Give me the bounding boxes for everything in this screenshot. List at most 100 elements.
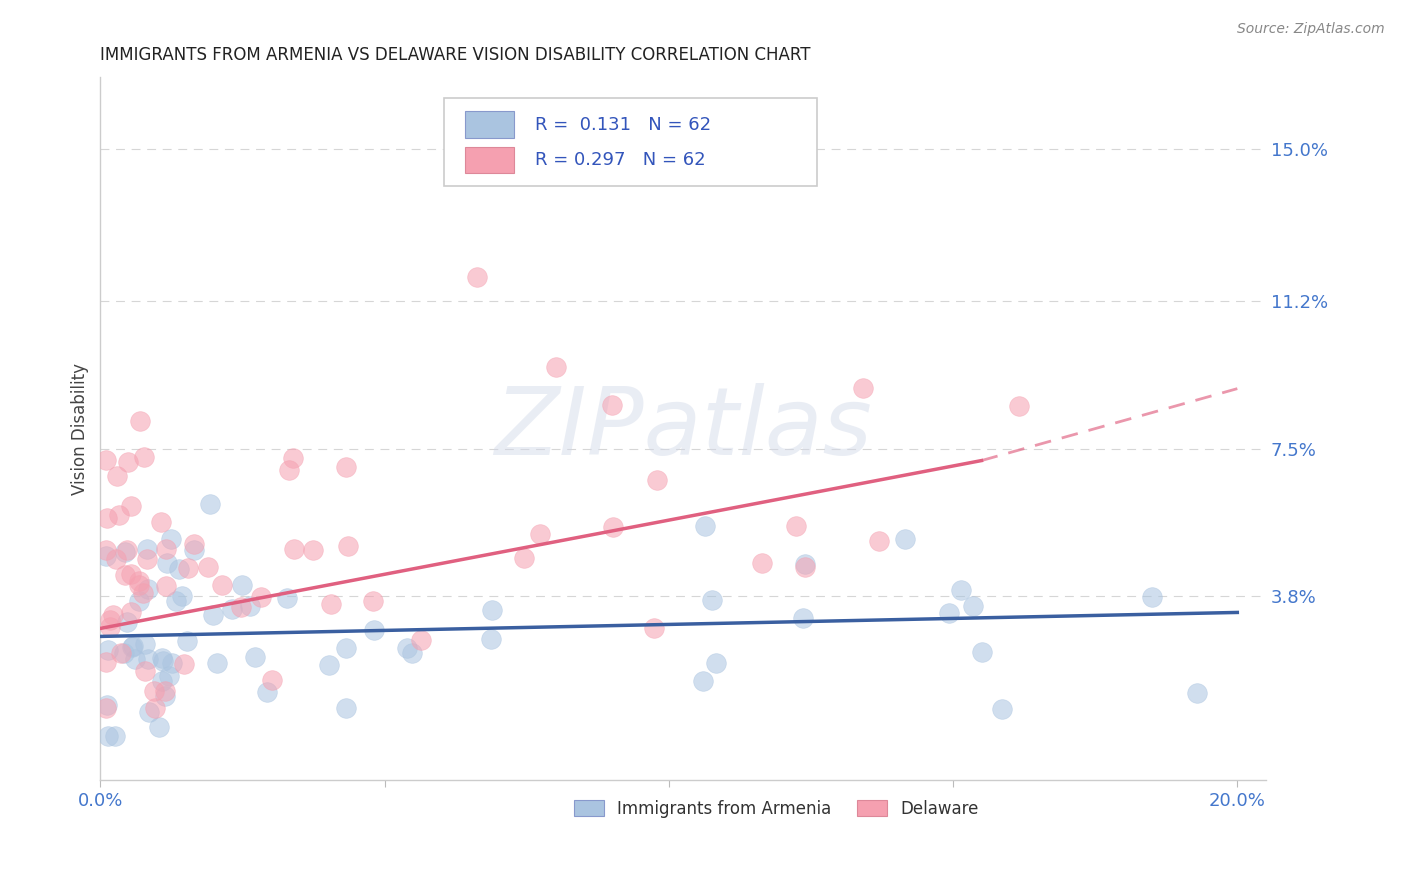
Point: [361, 594, 384, 608]
Point: [96, 511, 118, 525]
Point: [169, 562, 191, 576]
Point: [751, 556, 773, 570]
Point: [155, 579, 177, 593]
Point: [409, 632, 432, 647]
Point: [205, 656, 228, 670]
Point: [97, 642, 120, 657]
Point: [112, 646, 135, 660]
Point: [401, 646, 423, 660]
Point: [134, 665, 156, 679]
Point: [104, 551, 127, 566]
Point: [94, 453, 117, 467]
Y-axis label: Vision Disability: Vision Disability: [72, 362, 89, 494]
Point: [319, 597, 342, 611]
Point: [94, 655, 117, 669]
Point: [129, 414, 152, 428]
Point: [792, 611, 814, 625]
Point: [260, 673, 283, 687]
Text: IMMIGRANTS FROM ARMENIA VS DELAWARE VISION DISABILITY CORRELATION CHART: IMMIGRANTS FROM ARMENIA VS DELAWARE VISI…: [100, 46, 811, 64]
Point: [134, 450, 156, 464]
Point: [177, 560, 200, 574]
Point: [155, 542, 177, 557]
Point: [120, 566, 142, 581]
Point: [105, 469, 128, 483]
Point: [117, 455, 139, 469]
Point: [128, 574, 150, 588]
Point: [94, 549, 117, 563]
Text: Source: ZipAtlas.com: Source: ZipAtlas.com: [1237, 22, 1385, 37]
Point: [124, 652, 146, 666]
Point: [142, 683, 165, 698]
Point: [197, 559, 219, 574]
Point: [183, 536, 205, 550]
Point: [96, 698, 118, 712]
Point: [98, 620, 121, 634]
Point: [245, 650, 267, 665]
Point: [336, 539, 359, 553]
Point: [108, 508, 131, 522]
Point: [115, 543, 138, 558]
Point: [136, 582, 159, 596]
Point: [160, 656, 183, 670]
Point: [229, 599, 252, 614]
Point: [157, 669, 180, 683]
Point: [110, 646, 132, 660]
Text: R = 0.297   N = 62: R = 0.297 N = 62: [536, 151, 706, 169]
Point: [231, 578, 253, 592]
Point: [121, 640, 143, 655]
Point: [868, 534, 890, 549]
Point: [176, 633, 198, 648]
Point: [276, 591, 298, 605]
Point: [136, 652, 159, 666]
Point: [479, 632, 502, 647]
Point: [150, 650, 173, 665]
Point: [114, 544, 136, 558]
Point: [148, 720, 170, 734]
Point: [318, 657, 340, 672]
Point: [94, 701, 117, 715]
Point: [173, 657, 195, 671]
Point: [852, 381, 875, 395]
Point: [704, 656, 727, 670]
Point: [198, 497, 221, 511]
Point: [970, 645, 993, 659]
Point: [529, 527, 551, 541]
Point: [120, 499, 142, 513]
Point: [221, 602, 243, 616]
Point: [302, 543, 325, 558]
Point: [97, 729, 120, 743]
Point: [256, 685, 278, 699]
Point: [114, 567, 136, 582]
Point: [278, 463, 301, 477]
Point: [793, 557, 815, 571]
Point: [962, 599, 984, 613]
Point: [335, 460, 357, 475]
Point: [544, 359, 567, 374]
Point: [283, 451, 305, 466]
Legend: Immigrants from Armenia, Delaware: Immigrants from Armenia, Delaware: [568, 793, 986, 825]
Point: [938, 606, 960, 620]
Point: [134, 637, 156, 651]
Point: [513, 551, 536, 566]
Point: [128, 577, 150, 591]
Point: [100, 613, 122, 627]
Point: [695, 519, 717, 533]
Point: [170, 589, 193, 603]
Point: [283, 541, 305, 556]
Point: [143, 701, 166, 715]
Point: [602, 520, 624, 534]
Point: [211, 578, 233, 592]
Point: [465, 269, 488, 284]
Point: [363, 623, 385, 637]
Point: [893, 533, 915, 547]
Point: [104, 729, 127, 743]
Point: [1140, 591, 1163, 605]
Point: [165, 594, 187, 608]
Point: [335, 700, 357, 714]
Text: R =  0.131   N = 62: R = 0.131 N = 62: [536, 116, 711, 134]
Point: [136, 542, 159, 557]
FancyBboxPatch shape: [444, 98, 817, 186]
Point: [152, 654, 174, 668]
Point: [692, 674, 714, 689]
Point: [335, 641, 357, 656]
